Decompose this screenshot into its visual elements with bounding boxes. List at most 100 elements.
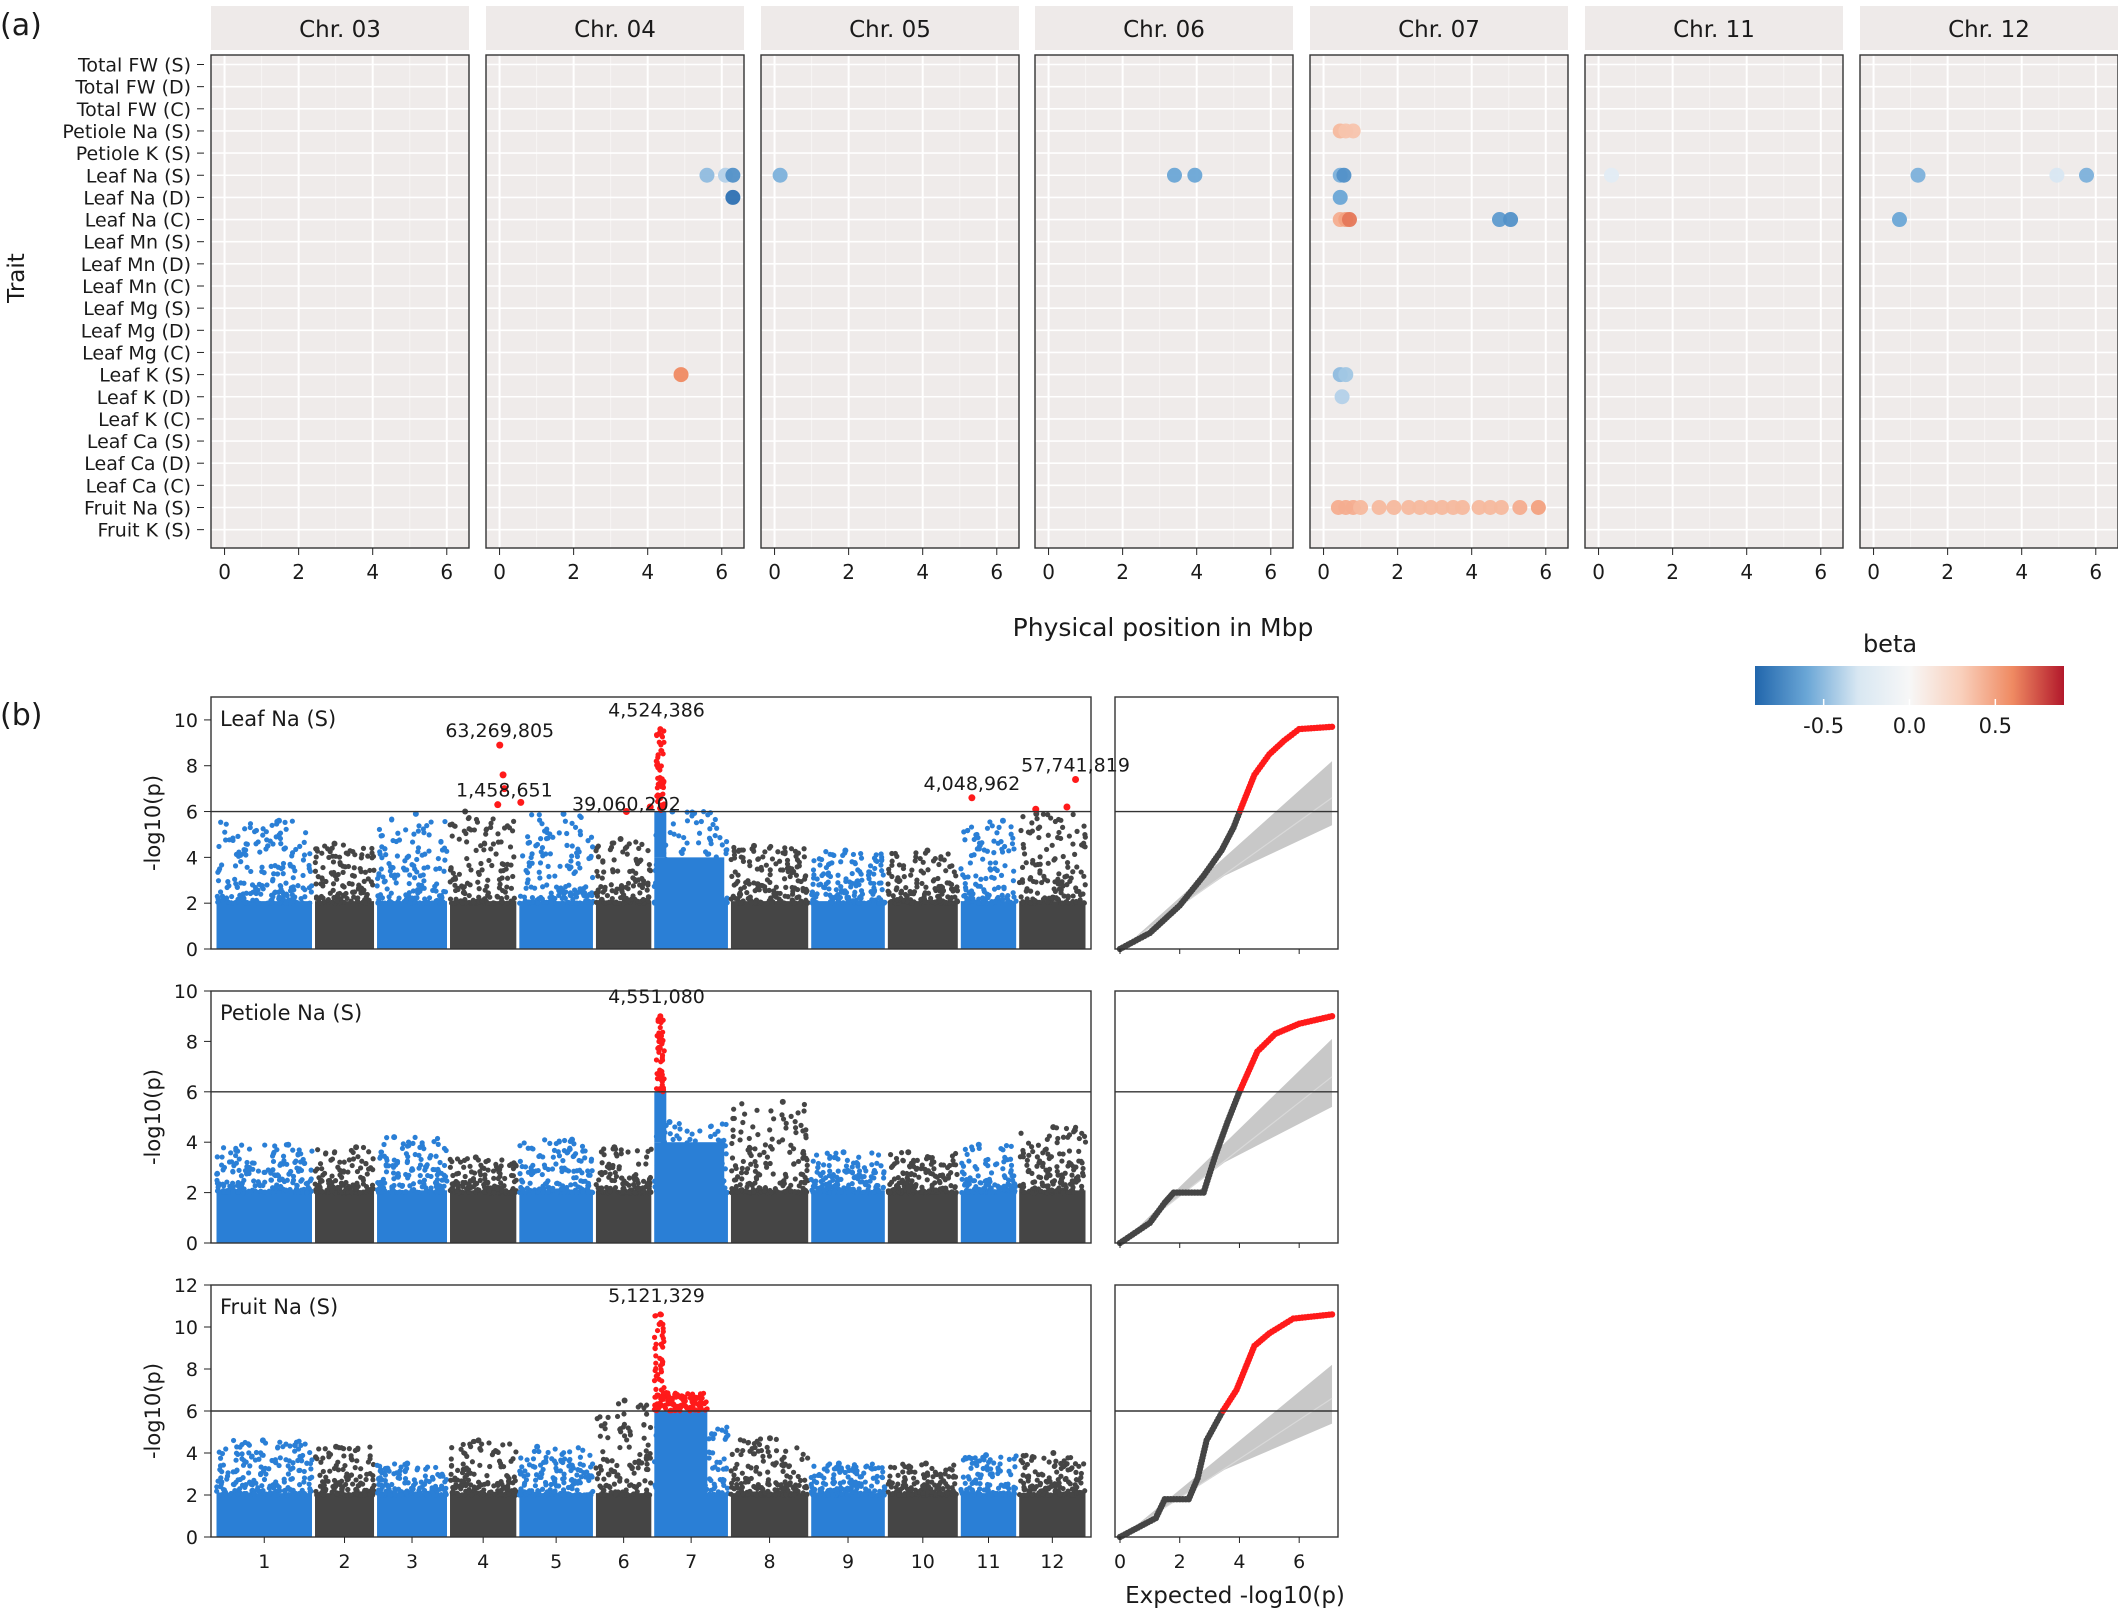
snp-point — [889, 862, 895, 868]
snp-point — [385, 1163, 392, 1169]
snp-point — [973, 881, 979, 887]
y-tick-label: 10 — [174, 981, 198, 1003]
snp-point — [1055, 1135, 1061, 1142]
snp-point — [906, 1188, 912, 1194]
snp-point — [244, 841, 250, 847]
association-point — [1910, 167, 1926, 183]
snp-point — [719, 842, 725, 848]
chromosome-snp-group — [214, 1141, 315, 1243]
snp-point — [851, 892, 857, 899]
significant-snp — [659, 1040, 665, 1046]
snp-point — [940, 1185, 946, 1191]
snp-position-annotation: 57,741,819 — [1021, 754, 1130, 776]
snp-point — [307, 1449, 313, 1456]
snp-point — [240, 1492, 246, 1498]
snp-point — [810, 867, 817, 873]
snp-point — [835, 880, 841, 886]
snp-point — [428, 1185, 434, 1191]
snp-point — [276, 900, 283, 906]
snp-point — [1050, 1181, 1056, 1187]
snp-point — [493, 851, 499, 857]
snp-point — [858, 888, 865, 894]
snp-point — [251, 1160, 257, 1166]
snp-point — [948, 1183, 954, 1189]
chromosome-facet: Chr. 030 2 4 6 — [210, 6, 470, 584]
snp-point — [375, 900, 381, 906]
significant-snp — [657, 726, 664, 733]
facet-strip — [1310, 6, 1568, 50]
snp-point — [286, 1171, 292, 1177]
snp-point — [323, 1474, 329, 1480]
snp-point — [876, 900, 882, 906]
snp-point — [350, 1481, 356, 1487]
snp-point — [215, 1478, 221, 1484]
snp-point — [950, 1157, 956, 1164]
snp-point — [769, 1136, 775, 1142]
snp-point — [295, 883, 301, 889]
snp-point — [595, 854, 602, 860]
snp-point — [1076, 1135, 1082, 1142]
snp-point — [216, 843, 222, 850]
snp-point — [220, 1181, 226, 1187]
snp-point — [391, 1134, 398, 1141]
snp-point — [1064, 860, 1071, 866]
snp-point — [794, 864, 800, 870]
snp-point — [964, 1151, 970, 1157]
snp-point — [849, 1164, 855, 1170]
snp-point — [744, 890, 750, 896]
x-tick-label: 4 — [1465, 560, 1478, 584]
x-tick-label: 4 — [2015, 560, 2028, 584]
snp-point — [281, 1488, 287, 1494]
snp-point — [243, 852, 249, 858]
snp-point — [540, 884, 546, 890]
snp-point — [752, 888, 758, 894]
trait-label: Total FW (D) — [74, 77, 191, 99]
snp-point — [381, 1141, 387, 1148]
snp-point — [816, 856, 822, 862]
snp-point — [556, 1181, 562, 1187]
snp-point — [878, 862, 884, 868]
snp-point — [224, 1179, 230, 1185]
snp-point — [533, 1168, 539, 1174]
snp-point — [916, 1174, 922, 1180]
snp-point — [575, 861, 581, 867]
snp-point — [230, 1168, 236, 1175]
snp-point — [619, 1189, 626, 1195]
snp-point — [239, 1451, 245, 1457]
snp-point — [1019, 864, 1026, 871]
snp-point — [702, 849, 709, 855]
snp-point — [353, 1185, 359, 1192]
snp-point — [419, 852, 425, 858]
snp-point — [645, 894, 651, 900]
snp-point — [219, 897, 226, 903]
snp-point — [508, 1161, 515, 1167]
snp-point — [282, 819, 288, 825]
snp-point — [787, 1149, 793, 1155]
snp-point — [1061, 893, 1067, 899]
snp-point — [740, 855, 746, 861]
snp-point — [382, 1478, 388, 1484]
snp-point — [1042, 1147, 1048, 1153]
snp-point — [407, 872, 413, 878]
snp-point — [524, 1185, 530, 1191]
snp-point — [479, 1165, 485, 1171]
snp-point — [933, 1187, 939, 1193]
trait-label: Total FW (C) — [76, 99, 191, 121]
snp-point — [794, 886, 801, 893]
snp-point — [300, 1452, 306, 1459]
snp-point — [739, 1165, 745, 1172]
snp-point — [880, 1185, 886, 1191]
snp-point — [347, 848, 353, 854]
snp-point — [388, 872, 395, 879]
snp-point — [473, 847, 479, 853]
snp-point — [710, 821, 716, 828]
snp-point — [396, 1189, 402, 1196]
plot-border — [210, 990, 1092, 1244]
snp-point — [449, 1462, 455, 1469]
snp-point — [1000, 1166, 1006, 1172]
snp-point — [330, 859, 337, 865]
snp-point — [569, 853, 575, 859]
snp-point — [611, 857, 617, 863]
snp-point — [898, 888, 905, 894]
snp-point — [425, 864, 431, 870]
